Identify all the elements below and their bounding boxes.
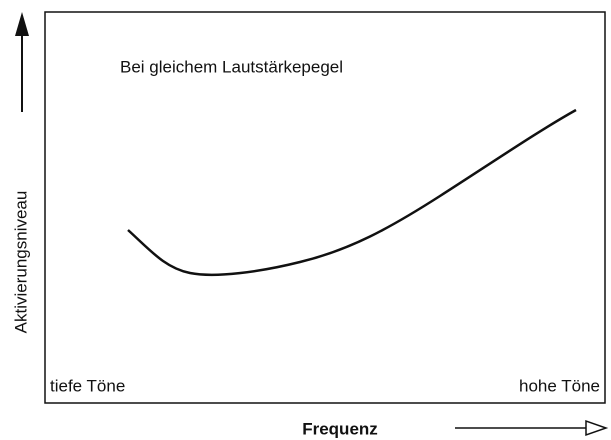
frame [44,11,606,404]
y-label: Aktivierungsniveau [11,191,30,334]
left-label: tiefe Töne [50,376,125,395]
y-arrow-head [15,12,29,36]
x-arrow-head [585,419,609,437]
curve [127,108,577,277]
annotation: Bei gleichem Lautstärkepegel [120,57,343,76]
x-label: Frequenz [302,419,378,438]
right-label: hohe Töne [519,376,600,395]
